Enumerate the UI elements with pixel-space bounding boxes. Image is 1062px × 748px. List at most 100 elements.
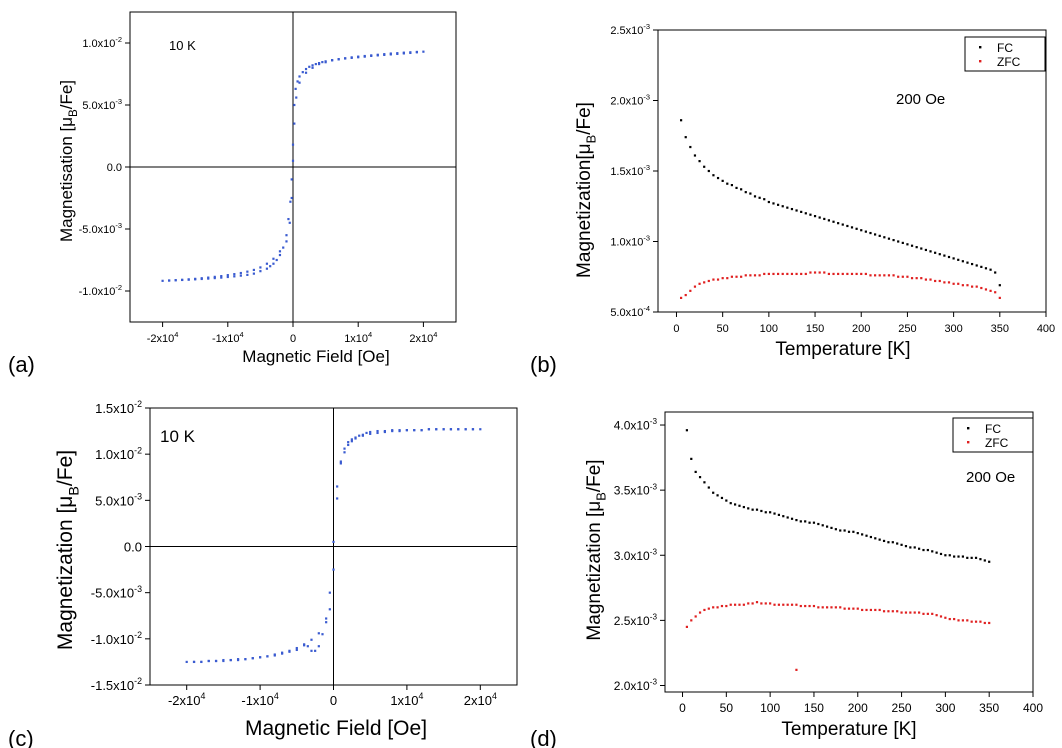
- data-point: [843, 529, 846, 532]
- data-point: [906, 275, 909, 278]
- y-tick-label: 4.0x10-3: [614, 417, 658, 432]
- data-point: [938, 253, 941, 256]
- data-point: [740, 275, 743, 278]
- data-point: [926, 612, 929, 615]
- data-point: [979, 558, 982, 561]
- data-point: [707, 607, 710, 610]
- data-point: [726, 277, 729, 280]
- data-point: [409, 51, 412, 55]
- data-point: [915, 277, 918, 280]
- data-point: [984, 267, 988, 270]
- data-point: [730, 275, 734, 278]
- data-point: [952, 282, 955, 285]
- data-point: [947, 281, 951, 284]
- data-point: [878, 274, 881, 277]
- x-tick-label: 1x104: [344, 330, 372, 345]
- data-point: [984, 288, 988, 291]
- panel-label: (c): [8, 726, 34, 748]
- data-point: [332, 568, 335, 571]
- y-tick-label: 1.0x10-3: [610, 234, 650, 249]
- data-point: [291, 159, 295, 162]
- data-point: [324, 61, 327, 64]
- data-point: [337, 58, 340, 61]
- y-tick-label: -1.0x10-2: [91, 630, 142, 647]
- data-point: [347, 441, 350, 444]
- panel-a: -2x104 -1x104 0 1x104 2x104 1.0x10-2 5.0x10-3 0…: [8, 11, 457, 377]
- data-point: [290, 178, 293, 181]
- data-point: [288, 649, 291, 652]
- data-point: [707, 169, 710, 173]
- data-point: [989, 289, 992, 292]
- data-point: [994, 271, 997, 274]
- data-point: [347, 443, 350, 447]
- data-point: [832, 272, 835, 276]
- data-point: [733, 603, 737, 606]
- legend-entry-label: FC: [997, 41, 1013, 55]
- x-tick-label: 250: [898, 323, 916, 335]
- data-point: [733, 503, 737, 506]
- data-point: [913, 611, 916, 614]
- data-point: [259, 266, 262, 269]
- data-point: [980, 265, 983, 268]
- data-point: [321, 60, 324, 64]
- data-point: [906, 243, 909, 246]
- data-point: [427, 428, 431, 431]
- data-point: [339, 460, 342, 463]
- data-point: [934, 279, 937, 283]
- series-fc: [679, 119, 1001, 287]
- data-point: [269, 265, 272, 268]
- data-point: [298, 81, 301, 84]
- annotation-label: 10 K: [160, 427, 196, 446]
- data-point: [311, 66, 314, 69]
- data-point: [703, 281, 706, 284]
- data-point: [897, 275, 900, 278]
- data-point: [369, 430, 372, 434]
- x-tick-label: -1x104: [212, 330, 244, 345]
- data-point: [913, 546, 916, 549]
- x-tick-label: 100: [760, 323, 778, 335]
- data-point: [873, 274, 877, 277]
- y-tick-label: 5.0x10-3: [95, 491, 142, 508]
- data-point: [935, 614, 938, 617]
- y-axis-title: Magnetization [μB/Fe]: [54, 450, 82, 650]
- data-point: [874, 608, 877, 612]
- x-tick-label: 1x104: [390, 691, 423, 708]
- data-point: [735, 186, 738, 190]
- data-point: [738, 504, 741, 507]
- data-point: [306, 645, 309, 648]
- data-point: [812, 521, 816, 524]
- data-point: [763, 198, 766, 201]
- data-point: [988, 560, 991, 563]
- data-point: [331, 59, 334, 62]
- data-point: [939, 552, 943, 556]
- data-point: [800, 210, 803, 213]
- data-point: [295, 96, 298, 99]
- data-point: [910, 277, 914, 280]
- annotation-label: 10 K: [169, 38, 196, 53]
- data-point: [852, 607, 855, 610]
- y-axis-title: Magnetization[μB/Fe]: [574, 102, 599, 278]
- data-point: [821, 606, 824, 609]
- data-point: [846, 272, 849, 276]
- data-point: [365, 431, 368, 435]
- data-point: [207, 659, 210, 663]
- data-point: [887, 541, 890, 544]
- data-point: [220, 276, 223, 279]
- legend-box: [964, 36, 1046, 72]
- data-point: [944, 616, 947, 619]
- x-tick-label: 50: [720, 701, 734, 715]
- data-point: [839, 529, 842, 532]
- legend-box: [952, 417, 1034, 453]
- legend-entry-label: FC: [985, 422, 1001, 436]
- data-point: [716, 278, 720, 281]
- data-point: [694, 470, 697, 474]
- data-point: [174, 279, 177, 282]
- data-point: [799, 604, 802, 608]
- y-tick-label: -1.0x10-2: [79, 283, 122, 298]
- data-point: [758, 274, 761, 277]
- data-point: [361, 434, 364, 437]
- data-point: [213, 275, 216, 278]
- data-point: [957, 258, 960, 261]
